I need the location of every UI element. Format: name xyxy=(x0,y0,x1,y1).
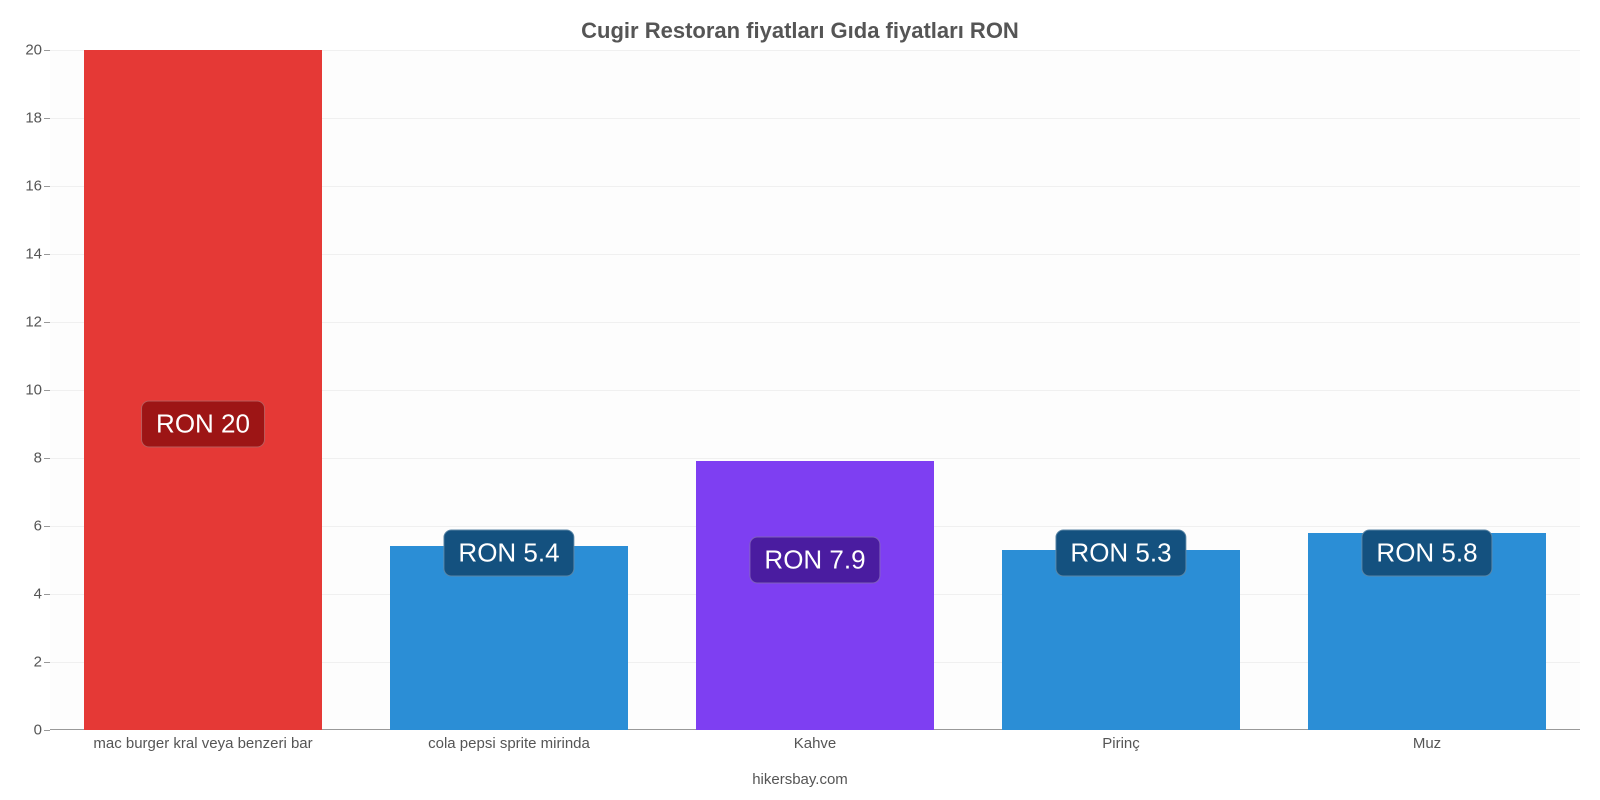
y-tick-mark xyxy=(44,254,50,255)
y-tick-label: 8 xyxy=(2,450,42,467)
y-tick-mark xyxy=(44,662,50,663)
y-tick-label: 18 xyxy=(2,110,42,127)
y-tick-label: 0 xyxy=(2,722,42,739)
y-tick-label: 2 xyxy=(2,654,42,671)
y-tick-label: 12 xyxy=(2,314,42,331)
y-tick-label: 6 xyxy=(2,518,42,535)
y-tick-label: 10 xyxy=(2,382,42,399)
chart-footer: hikersbay.com xyxy=(0,771,1600,788)
y-tick-label: 14 xyxy=(2,246,42,263)
bar xyxy=(696,461,935,730)
y-tick-mark xyxy=(44,186,50,187)
chart-title: Cugir Restoran fiyatları Gıda fiyatları … xyxy=(0,18,1600,44)
y-tick-mark xyxy=(44,730,50,731)
bar-value-badge: RON 20 xyxy=(141,401,265,448)
bar xyxy=(84,50,323,730)
y-tick-mark xyxy=(44,594,50,595)
y-tick-mark xyxy=(44,118,50,119)
x-tick-label: cola pepsi sprite mirinda xyxy=(428,735,590,752)
y-tick-label: 4 xyxy=(2,586,42,603)
x-tick-label: Muz xyxy=(1413,735,1441,752)
bar xyxy=(1002,550,1241,730)
x-tick-label: Pirinç xyxy=(1102,735,1140,752)
y-tick-mark xyxy=(44,390,50,391)
y-tick-mark xyxy=(44,322,50,323)
x-tick-label: Kahve xyxy=(794,735,837,752)
y-tick-mark xyxy=(44,526,50,527)
bar-value-badge: RON 5.4 xyxy=(443,530,574,577)
chart-container: Cugir Restoran fiyatları Gıda fiyatları … xyxy=(0,0,1600,800)
bar-value-badge: RON 5.8 xyxy=(1361,530,1492,577)
bar-value-badge: RON 7.9 xyxy=(749,537,880,584)
y-tick-mark xyxy=(44,458,50,459)
x-tick-label: mac burger kral veya benzeri bar xyxy=(93,735,312,752)
bar-value-badge: RON 5.3 xyxy=(1055,530,1186,577)
y-tick-mark xyxy=(44,50,50,51)
y-tick-label: 16 xyxy=(2,178,42,195)
y-tick-label: 20 xyxy=(2,42,42,59)
